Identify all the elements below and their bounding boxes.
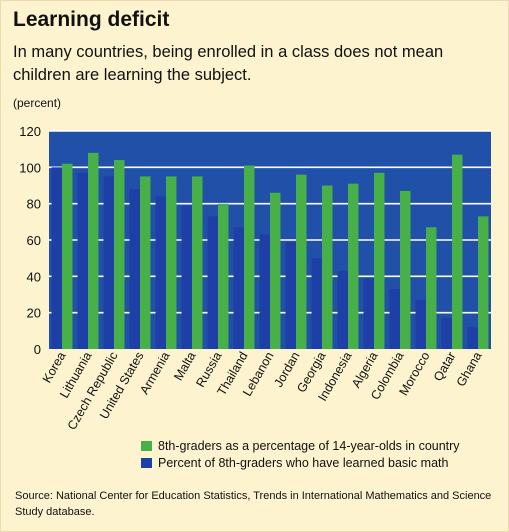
chart-title: Learning deficit <box>13 8 170 31</box>
bar-basic-math <box>259 234 270 349</box>
bar-enrollment <box>218 203 229 349</box>
bar-enrollment <box>296 174 307 349</box>
bar-enrollment <box>166 176 177 349</box>
y-tick-label: 100 <box>19 160 41 175</box>
bar-basic-math <box>441 318 452 349</box>
bar-enrollment <box>374 172 385 349</box>
legend: 8th-graders as a percentage of 14-year-o… <box>141 437 460 471</box>
legend-swatch-blue <box>141 457 152 468</box>
bar-basic-math <box>337 270 348 349</box>
bar-enrollment <box>348 183 359 349</box>
bar-basic-math <box>207 216 218 349</box>
bar-enrollment <box>270 192 281 349</box>
bar-basic-math <box>311 258 322 349</box>
bar-basic-math <box>155 196 166 349</box>
y-tick-label: 40 <box>27 269 41 284</box>
bar-basic-math <box>467 327 478 349</box>
bar-enrollment <box>322 185 333 349</box>
bar-enrollment <box>62 163 73 349</box>
bar-basic-math <box>285 241 296 349</box>
y-tick-label: 60 <box>27 233 41 248</box>
legend-item-basic-math: Percent of 8th-graders who have learned … <box>141 454 460 471</box>
bar-basic-math <box>363 278 374 349</box>
x-tick-label: Ghana <box>454 349 485 389</box>
y-tick-label: 120 <box>19 124 41 139</box>
legend-swatch-green <box>141 440 152 451</box>
bar-enrollment <box>400 190 411 349</box>
y-tick-label: 0 <box>34 342 41 357</box>
legend-label-enrollment: 8th-graders as a percentage of 14-year-o… <box>158 438 460 453</box>
y-tick-label: 20 <box>27 306 41 321</box>
bar-basic-math <box>233 227 244 349</box>
bar-enrollment <box>114 160 125 349</box>
chart-subtitle: In many countries, being enrolled in a c… <box>13 43 444 84</box>
bar-enrollment <box>478 216 489 349</box>
bar-basic-math <box>389 289 400 349</box>
bar-enrollment <box>244 165 255 349</box>
bar-enrollment <box>452 154 463 349</box>
y-tick-label: 80 <box>27 197 41 212</box>
bar-enrollment <box>140 176 151 349</box>
source-note: Source: National Center for Education St… <box>15 490 492 518</box>
legend-label-basic-math: Percent of 8th-graders who have learned … <box>158 455 449 470</box>
bar-basic-math <box>77 172 88 349</box>
bar-basic-math <box>103 176 114 349</box>
bar-basic-math <box>129 189 140 349</box>
x-tick-label: Qatar <box>431 350 459 384</box>
bar-basic-math <box>51 167 62 349</box>
bar-enrollment <box>426 227 437 349</box>
bar-enrollment <box>192 176 203 349</box>
x-tick-label: Malta <box>171 349 198 383</box>
bar-enrollment <box>88 152 99 349</box>
bar-basic-math <box>181 205 192 349</box>
legend-item-enrollment: 8th-graders as a percentage of 14-year-o… <box>141 437 460 454</box>
bar-basic-math <box>415 299 426 349</box>
y-unit-label: (percent) <box>13 96 62 110</box>
